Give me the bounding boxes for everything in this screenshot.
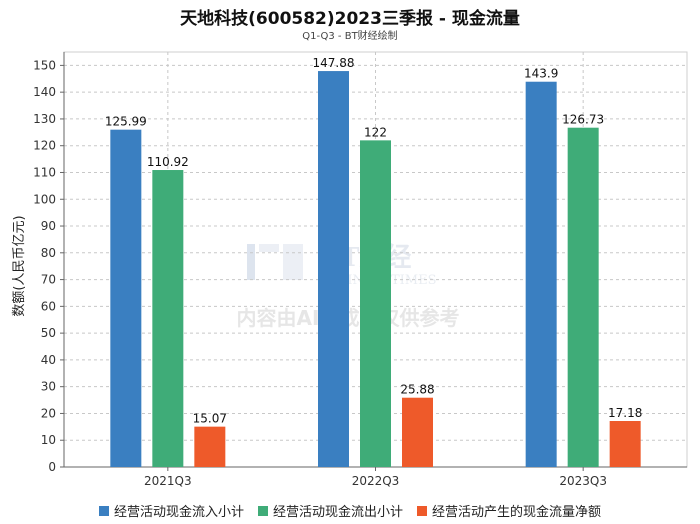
y-tick-label: 20: [41, 406, 56, 420]
legend-swatch: [417, 505, 427, 516]
bar-value-label: 125.99: [105, 115, 147, 129]
bar-value-label: 25.88: [400, 383, 434, 397]
y-tick-label: 130: [33, 112, 56, 126]
y-tick-label: 30: [41, 380, 56, 394]
y-tick-label: 50: [41, 326, 56, 340]
y-tick-label: 40: [41, 353, 56, 367]
bar: [609, 421, 641, 467]
chart-title: 天地科技(600582)2023三季报 - 现金流量: [180, 9, 520, 29]
bar: [525, 81, 557, 467]
bar: [318, 71, 349, 467]
bar: [110, 129, 142, 467]
chart-subtitle: Q1-Q3 - BT财经绘制: [302, 31, 398, 42]
bar-value-label: 126.73: [562, 113, 604, 127]
watermark-logo-icon-bar: [259, 244, 279, 252]
legend-item: 经营活动现金流入小计: [98, 501, 244, 520]
legend-label: 经营活动现金流入小计: [113, 505, 244, 520]
y-tick-label: 90: [41, 219, 56, 233]
bar: [567, 127, 599, 467]
legend-item: 经营活动产生的现金流量净额: [417, 501, 601, 520]
watermark-logo-icon: [247, 244, 255, 280]
y-tick-label: 70: [41, 273, 56, 287]
legend-swatch: [257, 505, 268, 516]
bar-value-label: 110.92: [147, 155, 189, 169]
y-tick-label: 60: [41, 299, 56, 313]
bar-value-label: 15.07: [193, 412, 227, 426]
watermark-logo-icon-bar-2: [283, 244, 303, 280]
legend-item: 经营活动现金流出小计: [257, 501, 403, 520]
legend-label: 经营活动产生的现金流量净额: [432, 505, 602, 520]
y-tick-label: 80: [41, 246, 56, 260]
bar-value-label: 147.88: [313, 56, 355, 70]
x-tick-label: 2023Q3: [559, 474, 607, 488]
bar-value-label: 122: [364, 125, 387, 139]
bar: [152, 170, 184, 468]
legend-label: 经营活动现金流出小计: [272, 505, 403, 520]
x-tick-label: 2022Q3: [352, 474, 400, 488]
bar: [194, 426, 226, 467]
bar-value-label: 143.9: [524, 67, 558, 81]
y-tick-label: 0: [48, 460, 56, 474]
bar: [402, 397, 433, 467]
y-tick-label: 150: [33, 58, 56, 72]
x-tick-label: 2021Q3: [144, 474, 192, 488]
bar-value-label: 17.18: [608, 406, 642, 420]
y-tick-label: 110: [33, 165, 56, 179]
bars-layer: 125.99 110.92 15.07 147.88 122 25.88 143.9 126.…: [105, 56, 642, 468]
legend: 经营活动现金流入小计 经营活动现金流出小计 经营活动产生的现金流量净额: [0, 501, 700, 520]
bar: [360, 140, 391, 467]
y-tick-label: 120: [33, 139, 56, 153]
y-tick-label: 140: [33, 85, 56, 99]
y-axis-label: 数额(人民币亿元): [12, 215, 27, 316]
y-tick-label: 10: [41, 433, 56, 447]
y-tick-label: 100: [33, 192, 56, 206]
legend-swatch: [98, 505, 109, 516]
